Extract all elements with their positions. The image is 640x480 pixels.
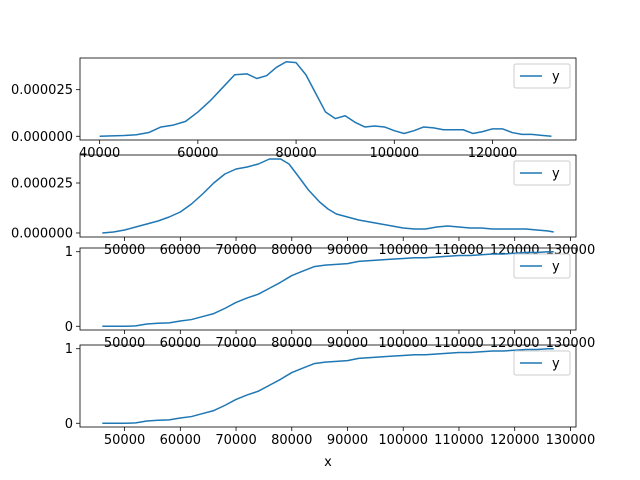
x-tick-label: 70000 [215,243,256,258]
legend: y [513,63,571,89]
axes-frame-1 [79,57,577,141]
x-tick-label: 100000 [378,243,428,258]
x-tick-label: 120000 [490,336,540,351]
y-tick-label: 0 [65,417,73,432]
subplot-4: 50000 60000 70000 80000 90000 100000 110000 120… [65,342,596,470]
x-tick-label: 130000 [546,336,596,351]
series-line-3-1 [102,250,554,328]
x-tick-label: 80000 [275,146,316,161]
x-tick-label: 80000 [271,243,312,258]
y-tick-label: 0.000025 [11,177,73,192]
x-axis-label: x [324,455,332,470]
x-tick-label: 70000 [215,336,256,351]
series-line-4-1 [102,347,554,425]
subplot-3: 50000 60000 70000 80000 90000 100000 110000 120… [65,245,596,351]
x-tick-label: 80000 [271,336,312,351]
series-line-2-1 [102,158,554,234]
x-tick-label: 110000 [434,243,484,258]
x-tick-label: 90000 [327,243,368,258]
x-tick-label: 50000 [104,336,145,351]
x-tick-label: 60000 [160,336,201,351]
legend-label: y [552,167,560,182]
subplot-2: 50000 60000 70000 80000 90000 100000 110000 120… [11,154,595,258]
x-tick-label: 60000 [160,243,201,258]
x-tick-label: 50000 [104,243,145,258]
x-tick-label: 110000 [434,336,484,351]
y-tick-label: 1 [65,245,73,260]
y-tick-label: 0.000000 [11,227,73,242]
axes-frame-4 [79,344,577,428]
subplot-1: 40000 60000 80000 100000 120000 0.000000 0.000… [11,57,577,161]
legend-label: y [552,357,560,372]
x-tick-label: 120000 [490,433,540,448]
x-tick-label: 40000 [79,146,120,161]
y-tick-label: 0.000025 [11,83,73,98]
y-tick-label: 0 [65,320,73,335]
x-tick-label: 100000 [378,336,428,351]
legend: y [513,350,571,376]
y-tick-label: 1 [65,342,73,357]
x-tick-label: 100000 [369,146,419,161]
x-tick-label: 120000 [468,146,518,161]
x-tick-label: 60000 [160,433,201,448]
x-tick-label: 50000 [104,433,145,448]
legend-label: y [552,70,560,85]
axes-frame-3 [79,247,577,331]
x-tick-label: 70000 [215,433,256,448]
x-tick-label: 110000 [434,433,484,448]
x-tick-label: 60000 [177,146,218,161]
axes-frame-2 [79,154,577,238]
legend-label: y [552,260,560,275]
x-tick-label: 90000 [327,336,368,351]
series-line-1-1 [99,60,552,138]
legend: y [513,253,571,279]
legend: y [513,160,571,186]
x-tick-label: 100000 [378,433,428,448]
x-tick-label: 90000 [327,433,368,448]
y-tick-label: 0.000000 [11,130,73,145]
x-tick-label: 130000 [546,433,596,448]
x-tick-label: 80000 [271,433,312,448]
